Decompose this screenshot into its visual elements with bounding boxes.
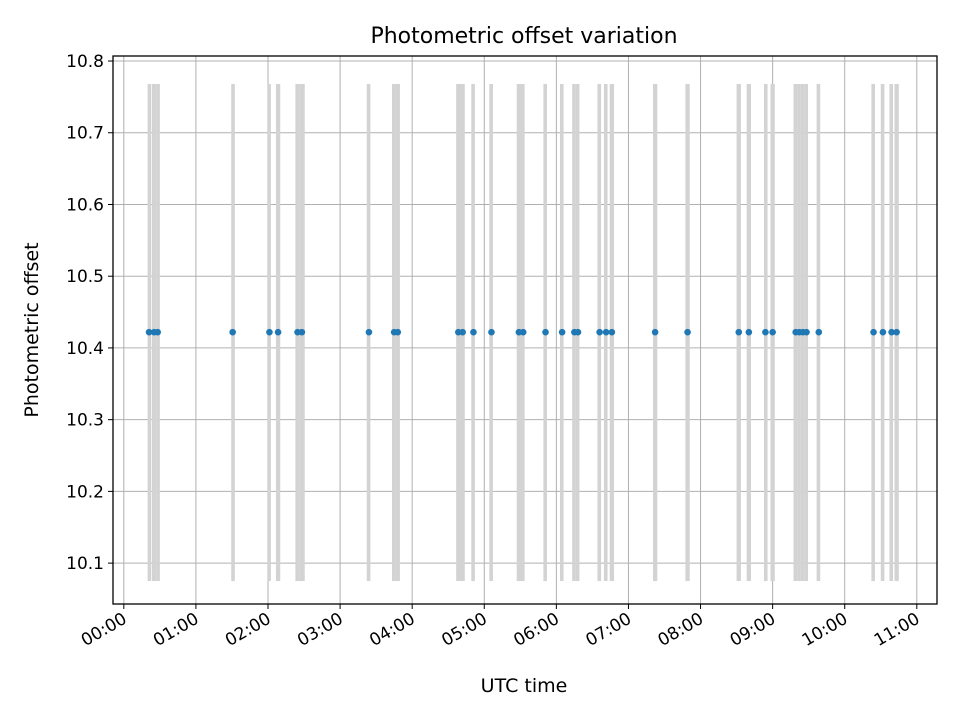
x-tick-label: 04:00 [366,609,418,651]
x-tick-label: 09:00 [727,609,779,651]
x-tick-label: 08:00 [655,609,707,651]
data-point [145,328,153,336]
data-point [879,328,887,336]
x-tick-label: 10:00 [799,609,851,651]
x-tick-label: 06:00 [510,609,562,651]
x-tick-label: 05:00 [438,609,490,651]
data-point [762,328,769,336]
x-axis-label: UTC time [481,675,568,697]
y-tick-label: 10.1 [66,554,104,574]
data-point [888,328,895,336]
y-axis: 10.1 10.2 10.3 10.4 10.5 10.6 10.7 10.8 [66,52,113,574]
data-point [893,328,900,336]
y-axis-label: Photometric offset [21,242,43,417]
data-point [365,328,373,336]
data-point [459,328,466,336]
data-point [745,328,753,336]
data-points [145,328,900,336]
data-point [870,328,877,336]
data-point [596,328,603,336]
x-tick-label: 11:00 [871,609,923,651]
data-point [394,328,402,336]
data-point [266,328,273,336]
data-point [154,328,161,336]
y-tick-label: 10.5 [66,267,104,287]
x-tick-label: 01:00 [150,609,202,651]
data-point [298,328,306,336]
x-tick-label: 02:00 [222,609,274,651]
data-point [470,328,477,336]
plot-frame [112,55,938,605]
data-point [684,328,691,336]
data-point [803,328,810,336]
data-point [542,328,549,336]
chart-title: Photometric offset variation [370,24,677,49]
data-point [229,328,236,336]
data-point [608,328,616,336]
y-tick-label: 10.4 [66,339,104,359]
data-point [769,328,776,336]
x-tick-label: 00:00 [78,609,130,651]
data-point [602,328,610,336]
data-point [519,328,527,336]
x-tick-label: 03:00 [294,609,346,651]
y-tick-label: 10.3 [66,411,104,431]
data-point [815,328,823,336]
data-point [274,328,282,336]
data-point [651,328,659,336]
y-tick-label: 10.2 [66,482,104,502]
y-tick-label: 10.7 [66,124,104,144]
data-point [488,328,495,336]
data-point [574,328,582,336]
x-axis: 00:00 01:00 02:00 03:00 04:00 05:00 06:00 07:00… [78,604,923,651]
x-tick-label: 07:00 [583,609,635,651]
data-point [735,328,743,336]
y-tick-label: 10.8 [66,52,104,72]
data-point [558,328,566,336]
y-tick-label: 10.6 [66,195,104,215]
